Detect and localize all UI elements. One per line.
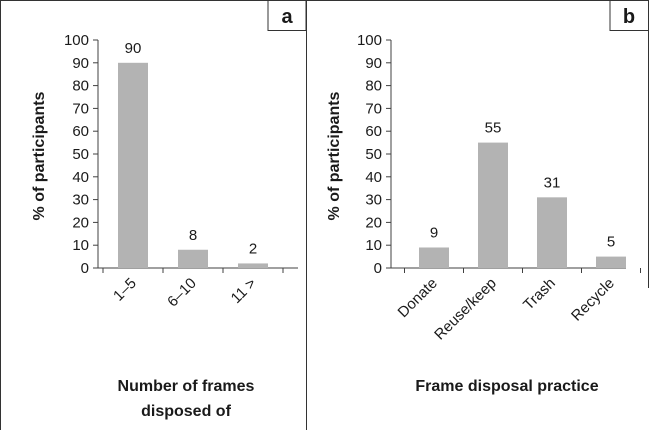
panel-b-y-tick-label: 40	[365, 169, 382, 186]
panel-a-y-tick-label: 20	[72, 214, 89, 231]
panel-a-bar-value-label: 90	[125, 40, 142, 57]
panel-a-y-tick-label: 40	[72, 169, 89, 186]
panel-b-bar-value-label: 9	[430, 224, 438, 241]
panel-a-bar-value-label: 2	[249, 240, 257, 257]
panel-b-y-tick-label: 0	[374, 260, 382, 277]
panel-b-letter: b	[623, 6, 635, 28]
panel-b-y-tick-label: 60	[365, 123, 382, 140]
panel-b-y-tick-label: 30	[365, 192, 382, 209]
panel-a-bar	[118, 62, 148, 268]
panel-a-bar	[178, 249, 208, 268]
panel-a-plot: 0 10 20 30 40 50 60 70 80 90 100 90 1–5 8 6–10 2 11 >	[64, 32, 298, 310]
panel-a-y-tick-label: 60	[72, 123, 89, 140]
panel-a-letter-box: a	[267, 0, 307, 31]
panel-b-y-tick-label: 70	[365, 100, 382, 117]
panel-a-bar	[238, 263, 268, 268]
panel-a-y-tick-label: 90	[72, 55, 89, 72]
panel-b-y-tick-label: 10	[365, 237, 382, 254]
panel-b-category-label: Donate	[395, 275, 441, 321]
panel-a-y-tick-label: 50	[72, 146, 89, 163]
panel-b-y-tick-label: 50	[365, 146, 382, 163]
panel-b-y-tick-label: 100	[357, 32, 382, 49]
panel-a-y-axis-label: % of participants	[31, 91, 48, 220]
panel-b-bar-value-label: 55	[485, 120, 502, 137]
panel-a-category-label: 11 >	[228, 275, 260, 307]
panel-b-y-tick-label: 90	[365, 55, 382, 72]
panel-b-category-label: Recycle	[568, 275, 618, 325]
panel-a-bar-value-label: 8	[189, 227, 197, 244]
panel-b-plot: 0 10 20 30 40 50 60 70 80 90 100 9 Donate 55 Reuse/kee…	[357, 32, 641, 343]
panel-a-category-label: 1–5	[110, 275, 140, 305]
panel-a-x-axis-title-line-2: disposed of	[141, 403, 231, 420]
panel-b-x-axis-title: Frame disposal practice	[415, 378, 598, 395]
panel-b-bar	[596, 256, 626, 268]
panel-a-y-tick-label: 10	[72, 237, 89, 254]
panel-a-y-tick-label: 30	[72, 192, 89, 209]
panel-a-y-tick-label: 70	[72, 100, 89, 117]
panel-b-category-label: Reuse/keep	[431, 275, 500, 344]
panel-b-bar	[419, 247, 449, 268]
panel-b-category-label: Trash	[520, 275, 559, 314]
panel-a-category-label: 6–10	[164, 275, 200, 311]
panel-a-x-axis-title-line-1: Number of frames	[118, 378, 255, 395]
panel-b-y-tick-label: 20	[365, 214, 382, 231]
panel-b-y-axis-label: % of participants	[326, 91, 343, 220]
panel-b-bar	[478, 142, 508, 268]
panel-b-y-tick-label: 80	[365, 78, 382, 95]
panel-a-y-tick-label: 80	[72, 78, 89, 95]
panel-b-bar-value-label: 5	[607, 234, 615, 251]
panel-a-letter: a	[281, 6, 293, 28]
panel-b-letter-box: b	[609, 0, 649, 31]
panel-b-bar-value-label: 31	[544, 174, 561, 191]
panel-a-y-tick-label: 100	[64, 32, 89, 49]
panel-b-bar	[537, 197, 567, 268]
panel-a-y-tick-label: 0	[81, 260, 89, 277]
